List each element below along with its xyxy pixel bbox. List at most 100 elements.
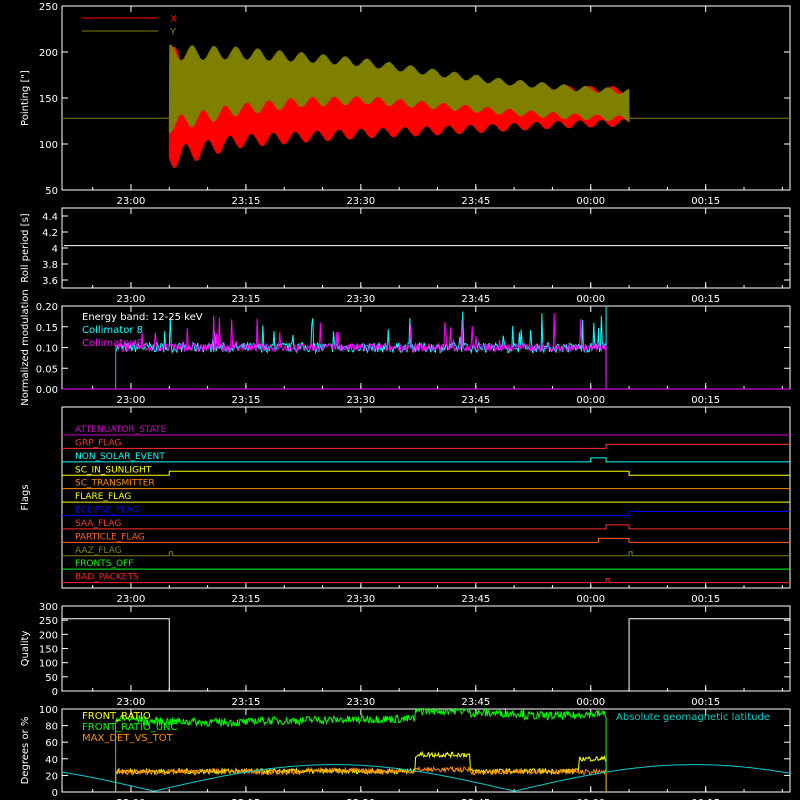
flag-line-particle-flag [62, 537, 790, 543]
roll-ytick-label: 4.2 [42, 228, 58, 239]
roll-panel: 23:00 23:15 23:30 23:45 00:00 00:15 Roll perio… [20, 207, 791, 305]
geomagnetic-ytick-label: 80 [45, 722, 58, 733]
modulation-xtick-label: 23:45 [461, 395, 490, 406]
roll-ytick-label: 4 [52, 244, 58, 255]
roll-ytick-label: 3.8 [42, 260, 58, 271]
flag-label-saa-flag: SAA_FLAG [75, 519, 121, 529]
roll-xtick-label: 23:45 [461, 294, 490, 305]
geomagnetic-xtick-label: 00:15 [691, 798, 720, 800]
flags-xtick-label: 23:00 [117, 594, 146, 605]
geomagnetic-ylabel: Degrees or % [20, 717, 31, 785]
flags-ylabel: Flags [20, 484, 31, 510]
geomagnetic-series-absolute-geomagnetic-latitude [61, 764, 791, 792]
flag-label-eclipse-flag: ECLIPSE_FLAG [75, 506, 139, 516]
quality-ytick-label: 0 [52, 687, 58, 698]
roll-xtick-label: 23:00 [117, 294, 146, 305]
flag-line-grp-flag [62, 443, 790, 449]
pointing-xtick-label: 23:15 [232, 196, 261, 207]
geomagnetic-ytick-label: 20 [45, 771, 58, 782]
geomagnetic-xtick-label: 23:15 [232, 798, 261, 800]
roll-ylabel: Roll period [s] [20, 213, 31, 282]
modulation-panel: 23:00 23:15 23:30 23:45 00:00 00:15 Normalized… [20, 289, 791, 406]
modulation-xtick-label: 00:00 [576, 395, 605, 406]
pointing-series-x [168, 46, 630, 169]
pointing-ytick-label: 150 [39, 94, 58, 105]
roll-xtick-label: 23:30 [346, 294, 375, 305]
quality-ytick-label: 300 [39, 602, 58, 613]
quality-panel: 23:00 23:15 23:30 23:45 00:00 00:15 Quality 0 50… [20, 602, 791, 708]
pointing-ylabel: Pointing ["] [20, 70, 31, 126]
flag-label-non-solar-event: NON_SOLAR_EVENT [75, 452, 165, 462]
modulation-energy-band: Energy band: 12-25 keV [82, 312, 203, 323]
roll-xtick-label: 00:15 [691, 294, 720, 305]
quality-xtick-label: 00:15 [691, 697, 720, 708]
modulation-xtick-label: 00:15 [691, 395, 720, 406]
quality-ytick-label: 50 [45, 673, 58, 684]
flag-line-non-solar-event [62, 457, 790, 463]
geomagnetic-legend-front-ratio-unc: FRONT_RATIO_UNC [82, 722, 177, 733]
modulation-legend-9: Collimator 9 [82, 338, 143, 349]
quality-xtick-label: 23:45 [461, 697, 490, 708]
geomagnetic-ytick-label: 0 [52, 788, 58, 799]
flag-label-fronts-off: FRONTS_OFF [75, 559, 133, 569]
quality-xtick-label: 00:00 [576, 697, 605, 708]
geomagnetic-ytick-label: 60 [45, 738, 58, 749]
quality-xtick-label: 23:30 [346, 697, 375, 708]
pointing-panel: 23:00 23:15 23:30 23:45 00:00 00:15 Pointing [… [20, 2, 791, 207]
roll-frame [61, 207, 791, 289]
flag-label-attenuator-state: ATTENUATOR_STATE [75, 425, 167, 435]
roll-xtick-label: 23:15 [232, 294, 261, 305]
quality-series [62, 618, 790, 692]
flags-frame [61, 406, 791, 589]
modulation-ytick-label: 0.10 [36, 344, 58, 355]
flag-label-aaz-flag: AAZ_FLAG [75, 546, 122, 556]
geomagnetic-ytick-label: 40 [45, 755, 58, 766]
flag-line-sc-in-sunlight [62, 470, 790, 476]
flags-xtick-label: 23:45 [461, 594, 490, 605]
pointing-xtick-label: 23:30 [346, 196, 375, 207]
modulation-ylabel: Normalized modulation [20, 289, 31, 406]
geomagnetic-series-max-det-vs-tot [115, 765, 607, 793]
legend-label-x: X [170, 14, 177, 25]
geomagnetic-xtick-label: 23:30 [346, 798, 375, 800]
quality-xtick-label: 23:15 [232, 697, 261, 708]
geomagnetic-panel: 23:00 23:15 23:30 23:45 00:00 00:15 Degrees or… [20, 705, 791, 800]
quality-ytick-label: 200 [39, 630, 58, 641]
geomagnetic-legend-latitude: Absolute geomagnetic latitude [616, 712, 770, 723]
modulation-ytick-label: 0.15 [36, 323, 58, 334]
flags-xtick-label: 00:00 [576, 594, 605, 605]
geomagnetic-xtick-label: 23:00 [117, 798, 146, 800]
flag-label-grp-flag: GRP_FLAG [75, 438, 122, 448]
modulation-ytick-label: 0.05 [36, 364, 58, 375]
flags-xtick-label: 23:30 [346, 594, 375, 605]
quality-xtick-label: 23:00 [117, 697, 146, 708]
geomagnetic-xtick-label: 00:00 [576, 798, 605, 800]
quality-ylabel: Quality [20, 631, 31, 667]
modulation-legend-8: Collimator 8 [82, 325, 143, 336]
roll-ytick-label: 3.6 [42, 276, 58, 287]
flags-panel: 23:00 23:15 23:30 23:45 00:00 00:15 Flags ATTEN… [20, 406, 791, 605]
pointing-xtick-label: 00:00 [576, 196, 605, 207]
modulation-xtick-label: 23:30 [346, 395, 375, 406]
quality-ytick-label: 100 [39, 659, 58, 670]
quality-ytick-label: 150 [39, 645, 58, 656]
modulation-ytick-label: 0.20 [36, 302, 58, 313]
flag-label-bad-packets: BAD_PACKETS [75, 573, 139, 583]
pointing-ytick-label: 250 [39, 2, 58, 13]
flag-label-flare-flag: FLARE_FLAG [75, 492, 131, 502]
pointing-xtick-label: 23:00 [117, 196, 146, 207]
geomagnetic-legend-max-det-vs-tot: MAX_DET_VS_TOT [82, 733, 174, 744]
roll-xtick-label: 00:00 [576, 294, 605, 305]
geomagnetic-frame [61, 708, 791, 793]
flag-label-sc-transmitter: SC_TRANSMITTER [75, 479, 155, 489]
pointing-series-y [168, 44, 630, 133]
legend-label-y: Y [169, 27, 177, 38]
geomagnetic-xtick-label: 23:45 [461, 798, 490, 800]
flag-label-sc-in-sunlight: SC_IN_SUNLIGHT [75, 465, 152, 475]
geomagnetic-series-front-ratio-unc [115, 707, 607, 793]
flag-line-aaz-flag [62, 551, 790, 557]
pointing-xtick-label: 00:15 [691, 196, 720, 207]
geomagnetic-ytick-label: 100 [39, 705, 58, 716]
flags-xtick-label: 00:15 [691, 594, 720, 605]
